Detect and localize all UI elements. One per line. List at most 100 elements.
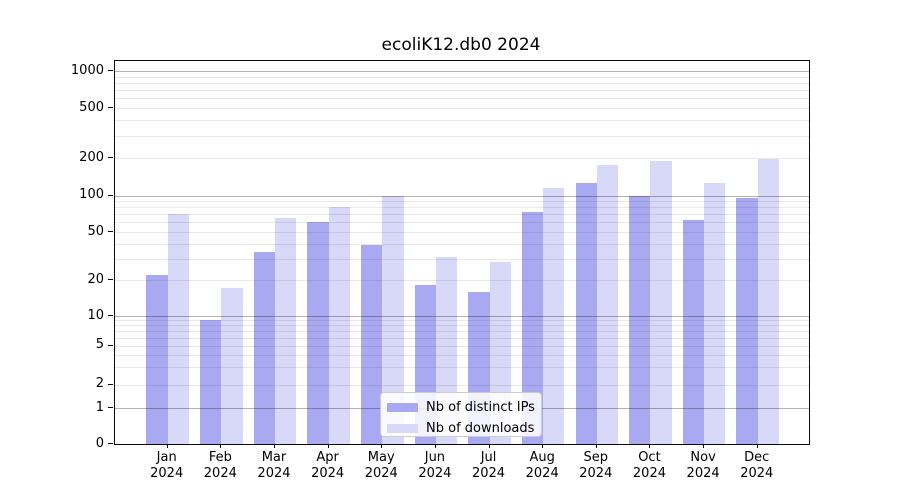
x-tick-month: Sep bbox=[583, 450, 609, 465]
bar-downloads-feb bbox=[221, 288, 243, 444]
bar-ips-mar bbox=[253, 252, 275, 444]
y-tick-mark bbox=[108, 279, 113, 280]
gridline-major bbox=[115, 316, 809, 317]
x-tick-mark bbox=[756, 444, 758, 448]
x-tick-mark bbox=[381, 444, 383, 448]
x-tick-year: 2024 bbox=[364, 466, 398, 481]
x-axis-tick-label: Apr 2024 bbox=[298, 450, 358, 482]
y-axis-tick-label: 50 bbox=[87, 223, 104, 239]
x-tick-month: Jan bbox=[156, 450, 177, 465]
y-axis-tick-label: 0 bbox=[95, 435, 104, 451]
bar-ips-sep bbox=[575, 183, 597, 444]
x-tick-year: 2024 bbox=[257, 466, 291, 481]
gridline-minor bbox=[115, 325, 809, 327]
y-axis-tick-label: 200 bbox=[79, 149, 104, 165]
x-tick-month: Feb bbox=[208, 450, 232, 465]
gridline-major bbox=[115, 195, 809, 197]
bar-downloads-oct bbox=[650, 160, 672, 444]
bar-downloads-nov bbox=[704, 183, 726, 444]
bar-ips-nov bbox=[682, 219, 705, 444]
x-tick-month: Jul bbox=[480, 450, 497, 465]
y-tick-mark bbox=[108, 383, 113, 385]
bar-ips-dec bbox=[736, 198, 758, 444]
x-tick-mark bbox=[166, 444, 168, 448]
gridline-minor bbox=[115, 367, 809, 369]
x-tick-month: Oct bbox=[638, 450, 661, 465]
x-tick-year: 2024 bbox=[150, 466, 184, 481]
legend-swatch-downloads bbox=[387, 424, 418, 433]
gridline-minor bbox=[115, 158, 809, 159]
bar-ips-jan bbox=[146, 275, 168, 444]
x-tick-month: May bbox=[367, 450, 395, 465]
x-axis-tick-label: Jan 2024 bbox=[137, 450, 197, 482]
x-tick-mark bbox=[649, 444, 651, 448]
bar-downloads-mar bbox=[274, 218, 297, 444]
gridline-minor bbox=[115, 201, 809, 203]
x-tick-month: Dec bbox=[744, 450, 770, 465]
bar-ips-may bbox=[360, 245, 383, 444]
x-tick-month: Nov bbox=[690, 450, 716, 465]
bar-downloads-aug bbox=[543, 188, 565, 444]
y-axis-tick-label: 500 bbox=[79, 99, 104, 115]
x-tick-year: 2024 bbox=[632, 466, 666, 481]
y-tick-mark bbox=[108, 157, 113, 158]
gridline-minor bbox=[115, 120, 809, 122]
y-tick-mark bbox=[108, 315, 113, 316]
x-tick-mark bbox=[273, 444, 275, 448]
x-tick-year: 2024 bbox=[418, 466, 452, 481]
y-tick-mark bbox=[108, 407, 113, 408]
x-tick-month: Aug bbox=[529, 450, 555, 465]
y-axis-tick-label: 10 bbox=[87, 307, 104, 323]
x-tick-mark bbox=[220, 444, 222, 448]
x-tick-year: 2024 bbox=[740, 466, 774, 481]
y-axis-tick-label: 20 bbox=[87, 271, 104, 287]
x-axis-tick-label: Nov 2024 bbox=[673, 450, 733, 482]
x-tick-year: 2024 bbox=[525, 466, 559, 481]
x-tick-year: 2024 bbox=[311, 466, 345, 481]
gridline-minor bbox=[115, 214, 809, 216]
gridline-minor bbox=[115, 331, 809, 333]
x-tick-month: Apr bbox=[316, 450, 339, 465]
legend-item: Nb of distinct IPs bbox=[387, 397, 541, 418]
y-axis-tick-label: 2 bbox=[95, 376, 104, 391]
legend-item: Nb of downloads bbox=[387, 418, 541, 439]
x-axis-tick-label: May 2024 bbox=[351, 450, 411, 482]
gridline-minor bbox=[115, 232, 809, 233]
x-axis-tick-label: Oct 2024 bbox=[619, 450, 679, 482]
gridline-minor bbox=[115, 320, 809, 322]
y-axis-tick-label: 5 bbox=[95, 337, 104, 352]
y-tick-mark bbox=[108, 231, 113, 232]
bar-downloads-dec bbox=[757, 158, 780, 444]
bar-downloads-sep bbox=[596, 165, 619, 444]
x-tick-mark bbox=[327, 444, 329, 448]
chart-title: ecoliK12.db0 2024 bbox=[381, 35, 541, 55]
y-tick-mark bbox=[108, 194, 113, 196]
x-tick-year: 2024 bbox=[686, 466, 720, 481]
x-tick-year: 2024 bbox=[203, 466, 237, 481]
x-tick-mark bbox=[595, 444, 597, 448]
x-axis-tick-label: Feb 2024 bbox=[190, 450, 250, 482]
y-tick-mark bbox=[108, 107, 113, 108]
x-axis-tick-label: Mar 2024 bbox=[244, 450, 304, 482]
gridline-minor bbox=[115, 345, 809, 347]
gridline-major bbox=[115, 71, 809, 72]
gridline-minor bbox=[115, 207, 809, 209]
plot-area: Nb of distinct IPs Nb of downloads bbox=[114, 60, 810, 445]
gridline-minor bbox=[115, 90, 809, 92]
gridline-minor bbox=[115, 76, 809, 78]
y-tick-mark bbox=[108, 70, 113, 71]
x-axis-tick-label: Aug 2024 bbox=[512, 450, 572, 482]
gridline-minor bbox=[115, 258, 809, 260]
y-axis-tick-label: 1 bbox=[95, 399, 104, 415]
gridline-minor bbox=[115, 280, 809, 281]
gridline-minor bbox=[115, 98, 809, 100]
bar-downloads-may bbox=[382, 195, 404, 444]
x-axis-tick-label: Jun 2024 bbox=[405, 450, 465, 482]
gridline-minor bbox=[115, 354, 809, 356]
gridline-minor bbox=[115, 243, 809, 245]
x-tick-year: 2024 bbox=[579, 466, 613, 481]
x-tick-month: Mar bbox=[261, 450, 287, 465]
gridline-minor bbox=[115, 384, 809, 386]
y-tick-mark bbox=[108, 344, 113, 346]
